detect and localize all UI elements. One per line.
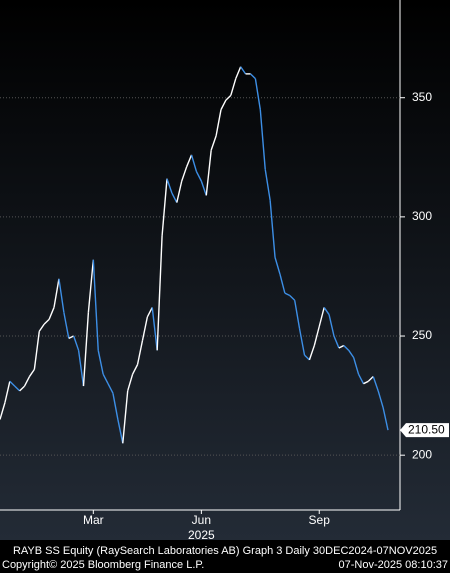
price-segment (318, 307, 325, 327)
price-segment (107, 383, 114, 394)
price-segment (146, 307, 153, 318)
price-segment (249, 73, 256, 80)
y-tick-label: 200 (412, 447, 432, 461)
price-segment (33, 331, 40, 370)
x-tick-label: Mar (83, 513, 104, 527)
price-segment (53, 278, 60, 308)
price-segment (151, 307, 158, 351)
x-year-label: 2025 (188, 528, 215, 542)
price-segment (156, 235, 163, 351)
x-tick-label: Sep (309, 513, 331, 527)
price-segment (68, 335, 74, 340)
plot-background (0, 0, 450, 540)
price-segment (333, 335, 340, 349)
price-segment (136, 340, 144, 365)
price-segment (176, 180, 183, 203)
price-segment (323, 307, 330, 315)
price-segment (9, 380, 16, 387)
price-segment (284, 292, 291, 297)
price-segment (63, 312, 70, 339)
price-segment (264, 169, 271, 201)
price-segment (269, 200, 276, 258)
price-segment (308, 345, 315, 361)
price-segment (112, 393, 119, 420)
price-segment (127, 373, 134, 392)
price-segment (377, 390, 384, 408)
price-segment (92, 259, 99, 351)
price-segment (171, 192, 178, 203)
y-tick-label: 300 (412, 209, 432, 223)
price-segment (279, 273, 286, 294)
price-segment (328, 314, 335, 337)
price-segment (166, 178, 173, 194)
last-price-box (400, 423, 449, 438)
price-segment (38, 323, 45, 332)
price-segment (220, 99, 227, 110)
price-segment (274, 257, 281, 275)
price-segment (185, 154, 193, 168)
price-segment (48, 307, 55, 320)
price-segment (4, 381, 11, 403)
price-segment (298, 328, 306, 356)
price-segment (122, 390, 129, 444)
price-segment (338, 344, 345, 349)
price-segment (343, 345, 350, 351)
timestamp: 07-Nov-2025 08:10:37 (339, 559, 448, 571)
price-segment (304, 354, 310, 361)
price-segment (357, 373, 365, 385)
price-segment (28, 368, 35, 377)
price-segment (87, 259, 95, 313)
price-segment (289, 295, 296, 301)
footer-title: RAYB SS Equity (RaySearch Laboratories A… (13, 545, 437, 557)
price-segment (117, 419, 124, 444)
price-segment (19, 385, 26, 392)
price-segment (230, 78, 237, 96)
price-segment (352, 357, 360, 375)
price-segment (0, 402, 6, 420)
y-tick-label: 350 (412, 90, 432, 104)
price-segment (195, 171, 202, 182)
price-segment (97, 350, 104, 375)
price-segment (141, 316, 149, 341)
price-segment (240, 66, 247, 75)
price-segment (363, 380, 369, 385)
price-segment (161, 178, 168, 236)
price-segment (293, 300, 301, 329)
price-segment (215, 109, 222, 136)
price-segment (382, 407, 389, 431)
price-segment (225, 94, 232, 101)
price-segment (23, 376, 31, 387)
price-segment (82, 312, 90, 387)
copyright: Copyright© 2025 Bloomberg Finance L.P. (2, 559, 204, 571)
price-segment (367, 376, 374, 382)
x-tick-label: Jun (192, 513, 211, 527)
price-segment (43, 318, 50, 325)
price-segment (102, 373, 109, 385)
price-segment (200, 180, 207, 196)
price-segment (259, 109, 266, 170)
price-segment (190, 154, 198, 172)
price-segment (131, 364, 139, 375)
price-segment (181, 166, 188, 182)
y-tick-label: 250 (412, 328, 432, 342)
price-segment (210, 135, 217, 151)
price-segment (348, 349, 355, 358)
price-segment (235, 66, 242, 79)
price-segment (77, 350, 85, 387)
price-segment (14, 385, 21, 392)
price-segment (205, 150, 212, 196)
price-segment (58, 278, 65, 313)
price-segment (73, 335, 80, 351)
last-price-label: 210.50 (408, 422, 445, 436)
price-segment (254, 78, 261, 110)
price-segment (372, 376, 379, 392)
price-segment (313, 326, 320, 346)
